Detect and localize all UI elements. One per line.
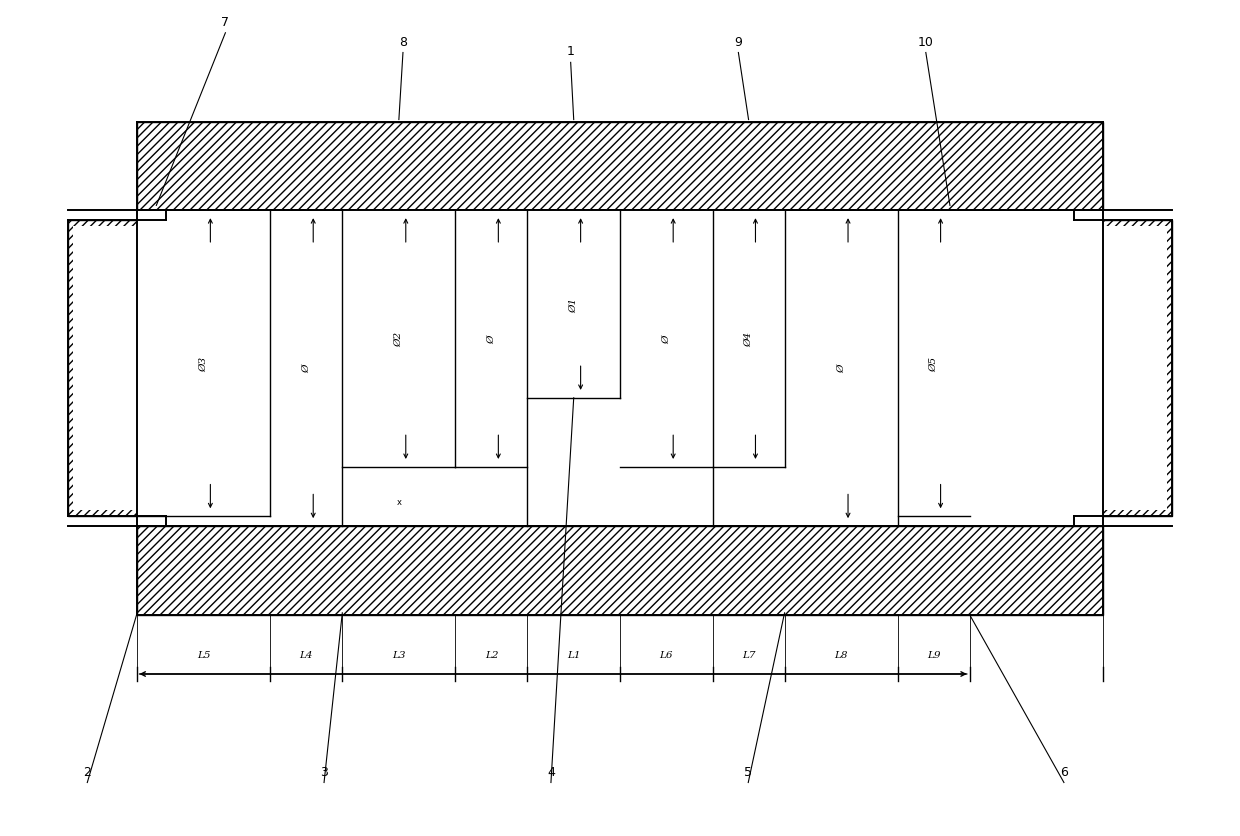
Text: Ø: Ø [837,364,846,373]
Text: 8: 8 [399,35,407,48]
Text: L2: L2 [485,650,498,660]
Bar [342,467,455,527]
Text: 6: 6 [1060,765,1068,777]
Text: L8: L8 [835,650,848,660]
Text: L1: L1 [567,650,580,660]
Bar [455,211,527,467]
Text: Ø2: Ø2 [394,332,403,347]
Bar [136,211,1104,527]
Text: Ø: Ø [662,335,671,344]
Bar [785,211,898,527]
Text: Ø3: Ø3 [198,356,208,371]
Bar [136,211,270,517]
Text: Ø4: Ø4 [744,332,753,347]
Text: 4: 4 [547,765,554,777]
Bar [620,467,713,527]
Text: L5: L5 [197,650,211,660]
Bar [713,467,785,527]
Text: L6: L6 [660,650,673,660]
Bar [136,527,1104,615]
Text: Ø5: Ø5 [929,356,939,371]
Bar [270,211,342,527]
Bar [73,227,160,511]
Text: L9: L9 [928,650,940,660]
Bar [455,467,527,527]
Text: 9: 9 [734,35,743,48]
Bar [527,211,620,398]
Bar [136,122,1104,211]
Bar [527,398,620,527]
Text: 5: 5 [744,765,753,777]
Bar [1080,227,1167,511]
Bar [1074,221,1173,517]
Bar [898,211,970,517]
Text: 2: 2 [83,765,92,777]
Text: 7: 7 [222,16,229,28]
Text: x: x [397,497,402,507]
Text: L7: L7 [742,650,755,660]
Text: 3: 3 [320,765,329,777]
Text: 1: 1 [567,45,574,59]
Bar [67,221,166,517]
Bar [342,211,455,467]
Text: Ø1: Ø1 [569,297,578,312]
Text: Ø: Ø [487,335,496,344]
Bar [713,211,785,467]
Bar [620,211,713,467]
Text: Ø: Ø [301,364,311,373]
Text: 10: 10 [918,35,934,48]
Text: L3: L3 [392,650,405,660]
Text: L4: L4 [300,650,312,660]
